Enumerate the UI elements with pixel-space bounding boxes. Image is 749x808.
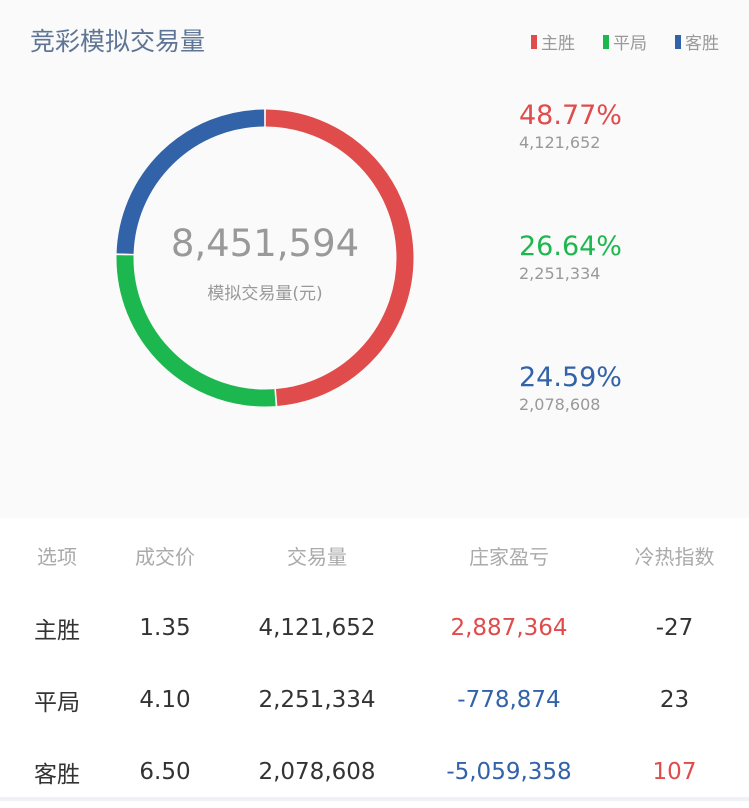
table-cell: 2,251,334	[258, 687, 376, 713]
header-price: 成交价	[135, 544, 195, 569]
table-cell: 107	[652, 759, 697, 785]
table-cell: 平局	[34, 690, 80, 716]
stat-away-win: 24.59% 2,078,608	[519, 362, 622, 414]
legend-label: 客胜	[685, 34, 719, 54]
table-cell: 客胜	[34, 762, 80, 788]
stat-value: 2,078,608	[519, 395, 601, 414]
stat-value: 2,251,334	[519, 264, 601, 283]
stat-percent: 48.77%	[519, 100, 622, 131]
center-total: 8,451,594	[170, 222, 360, 265]
table-header: 选项 成交价 交易量 庄家盈亏 冷热指数	[0, 518, 749, 592]
odds-table: 选项 成交价 交易量 庄家盈亏 冷热指数 主胜 1.35 4,121,652 2,88…	[0, 518, 749, 808]
table-row: 客胜 6.50 2,078,608 -5,059,358 107	[0, 736, 749, 808]
stat-percent: 24.59%	[519, 362, 622, 393]
table-cell: -5,059,358	[446, 759, 572, 785]
legend-swatch	[603, 34, 609, 49]
stat-draw: 26.64% 2,251,334	[519, 231, 622, 283]
table-cell: 23	[659, 687, 690, 713]
table-row: 平局 4.10 2,251,334 -778,874 23	[0, 664, 749, 736]
legend-swatch	[675, 34, 681, 49]
legend-label: 主胜	[541, 34, 575, 54]
stat-value: 4,121,652	[519, 133, 601, 152]
donut-segment-2	[116, 109, 265, 254]
table-cell: -778,874	[457, 687, 561, 713]
legend-label: 平局	[613, 34, 647, 54]
table-cell: 主胜	[34, 618, 80, 644]
header-option: 选项	[37, 544, 77, 569]
table-cell: 2,078,608	[258, 759, 376, 785]
legend-item-draw: 平局	[603, 29, 647, 54]
table-cell: 1.35	[139, 615, 191, 641]
legend-swatch	[531, 34, 537, 49]
header-banker-pl: 庄家盈亏	[469, 544, 549, 569]
table-cell: 4,121,652	[258, 615, 376, 641]
stat-home-win: 48.77% 4,121,652	[519, 100, 622, 152]
center-label: 模拟交易量(元)	[207, 284, 323, 304]
header-volume: 交易量	[287, 544, 347, 569]
donut-segment-1	[116, 255, 276, 407]
table-cell: -27	[655, 615, 694, 641]
legend-item-away-win: 客胜	[675, 29, 719, 54]
bottom-divider	[0, 797, 749, 801]
table-cell: 6.50	[139, 759, 191, 785]
stat-percent: 26.64%	[519, 231, 622, 262]
table-cell: 4.10	[139, 687, 191, 713]
donut-segment-0	[265, 109, 414, 406]
table-row: 主胜 1.35 4,121,652 2,887,364 -27	[0, 592, 749, 664]
page-title: 竞彩模拟交易量	[30, 27, 206, 56]
table-cell: 2,887,364	[450, 615, 568, 641]
header-heat-index: 冷热指数	[634, 544, 715, 569]
legend-item-home-win: 主胜	[531, 29, 575, 54]
legend: 主胜 平局 客胜	[531, 29, 719, 54]
donut-chart	[116, 109, 414, 407]
